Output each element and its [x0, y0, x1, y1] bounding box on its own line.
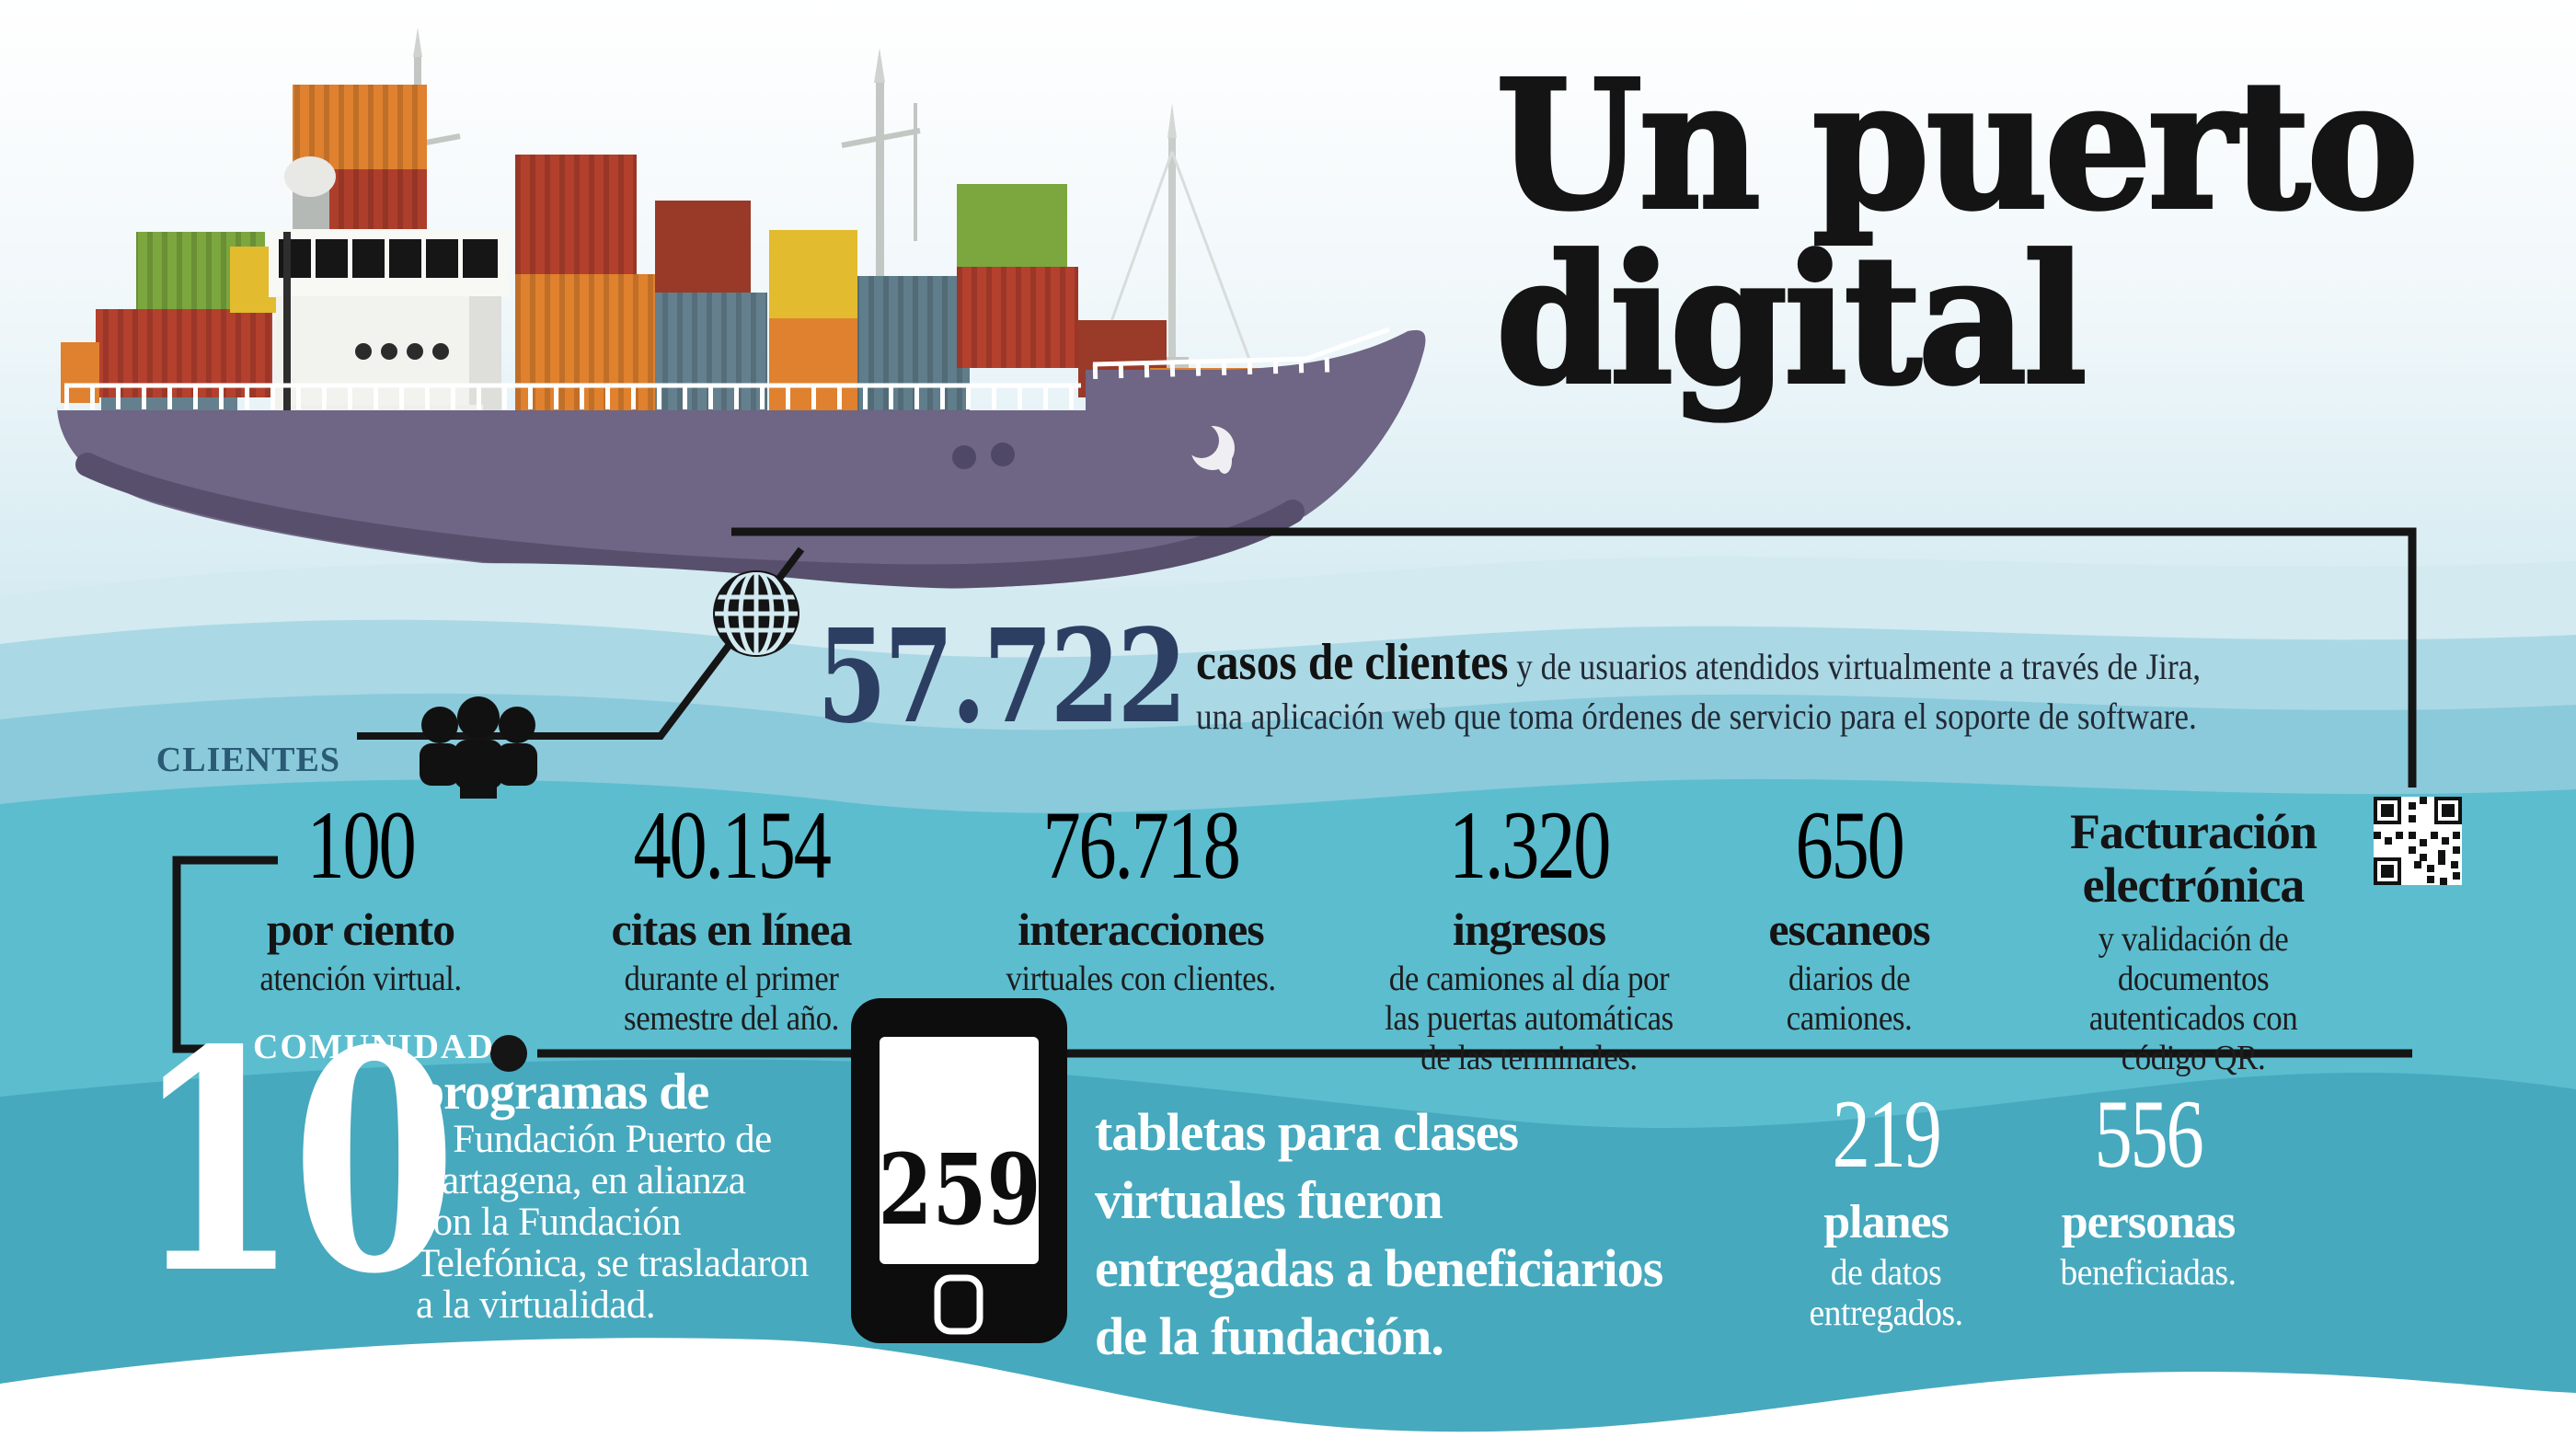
stat-number: 650	[1795, 791, 1905, 899]
stat-number: 100	[306, 791, 416, 899]
stat-desc: virtuales con clientes.	[1006, 960, 1276, 998]
stat-citas-en-linea: 40.154 citas en línea durante el primer …	[605, 789, 857, 1039]
hull-emblem	[1184, 423, 1235, 474]
title-line-2: digital	[1494, 217, 2088, 425]
headline-rest: y de usuarios atendidos virtualmente a t…	[1508, 646, 2202, 687]
ship-masts	[376, 28, 1253, 377]
qr-code-icon	[2374, 797, 2462, 885]
stat-desc: diarios de camiones.	[1786, 960, 1913, 1038]
people-icon	[420, 696, 537, 799]
stat-label: programas de	[416, 1064, 709, 1121]
comunidad-big-number: 10	[134, 983, 456, 1340]
page-title: Un puerto digital	[1494, 42, 2421, 425]
stat-interacciones: 76.718 interacciones virtuales con clien…	[995, 789, 1288, 999]
title-line-1: Un puerto	[1494, 42, 2421, 249]
stat-planes-de-datos: 219 planes de datos entregados.	[1804, 1078, 1968, 1333]
stat-desc: y validación de documentos autenticados …	[2088, 919, 2298, 1077]
stat-label: planes	[1823, 1196, 1949, 1248]
stat-desc: durante el primer semestre del año.	[624, 960, 839, 1038]
comunidad-section-label: COMUNIDAD	[253, 1028, 495, 1066]
tablet-number: 259	[878, 1132, 1041, 1247]
stat-label: por ciento	[266, 903, 455, 955]
stat-label: interacciones	[1018, 903, 1264, 955]
stat-number: 40.154	[633, 791, 832, 899]
stat-facturacion-electronica: Facturación electrónica y validación de …	[2070, 804, 2317, 1078]
stat-title: Facturación electrónica	[2070, 804, 2317, 913]
stat-personas-beneficiadas: 556 personas beneficiadas.	[2054, 1078, 2241, 1293]
stat-desc: la Fundación Puerto de Cartagena, en ali…	[416, 1118, 809, 1327]
stat-tabletas: tabletas para clases virtuales fueron en…	[1095, 1102, 1663, 1366]
stat-label: citas en línea	[611, 903, 853, 955]
clientes-headline-line2: una aplicación web que toma órdenes de s…	[1196, 696, 2197, 737]
stat-number: 1.320	[1448, 791, 1612, 899]
stat-desc: de datos entregados.	[1809, 1250, 1963, 1333]
stat-programas: programas de la Fundación Puerto de Cart…	[416, 1065, 809, 1326]
ship-bridge	[269, 156, 510, 492]
stat-desc: beneficiadas.	[2060, 1250, 2237, 1293]
stat-number: 76.718	[1042, 791, 1241, 899]
stat-desc: de camiones al día por las puertas autom…	[1385, 960, 1673, 1077]
stat-number: 219	[1832, 1080, 1941, 1188]
headline-bold: casos de clientes	[1196, 634, 1509, 691]
globe-icon	[713, 570, 799, 657]
clientes-headline: casos de clientes y de usuarios atendido…	[1196, 637, 2201, 701]
ship-hull	[57, 327, 1426, 590]
stat-label: ingresos	[1452, 903, 1606, 955]
clientes-connector-line	[357, 546, 805, 740]
stat-label: personas	[2061, 1196, 2236, 1248]
stat-label: escaneos	[1768, 903, 1930, 955]
clientes-headline-number: 57.722	[817, 602, 1187, 753]
stat-escaneos: 650 escaneos diarios de camiones.	[1768, 789, 1930, 1039]
stat-desc: atención virtual.	[259, 960, 462, 998]
stat-number: 556	[2094, 1080, 2203, 1188]
ship-containers	[61, 85, 1334, 436]
stat-ingresos: 1.320 ingresos de camiones al día por la…	[1373, 789, 1686, 1078]
clientes-section-label: CLIENTES	[155, 741, 340, 779]
stat-atencion-virtual: 100 por ciento atención virtual.	[251, 789, 470, 999]
